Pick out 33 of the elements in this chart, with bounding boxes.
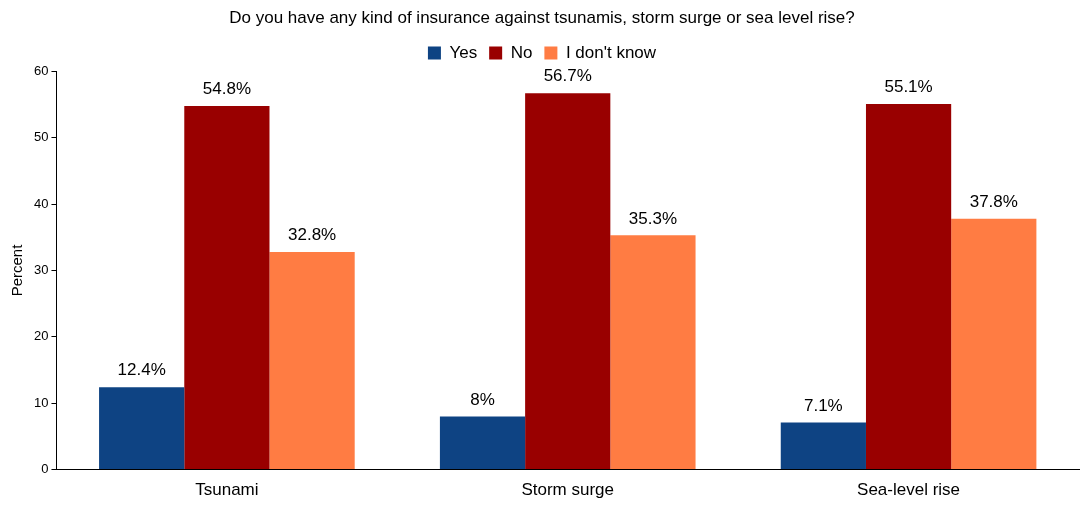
data-label: 7.1%	[803, 395, 843, 415]
data-label: 54.8%	[202, 79, 251, 99]
y-tick-label: 30	[33, 262, 49, 278]
data-label: 8%	[470, 389, 495, 409]
chart-title: Do you have any kind of insurance against tsunamis, storm surge or sea level rise?	[229, 7, 855, 27]
bar	[610, 235, 696, 470]
bar	[780, 422, 866, 470]
data-label: 37.8%	[969, 191, 1018, 211]
bar	[951, 218, 1037, 470]
data-label: 12.4%	[117, 360, 166, 380]
bar	[269, 251, 355, 470]
y-tick-label: 60	[33, 62, 49, 78]
bar	[439, 416, 526, 470]
legend-label: I don't know	[565, 42, 657, 62]
x-tick-label: Tsunami	[195, 480, 259, 500]
bar	[184, 105, 270, 470]
data-label: 35.3%	[628, 208, 678, 228]
y-tick-label: 50	[33, 129, 49, 145]
bar	[99, 387, 185, 470]
legend-label: No	[510, 42, 533, 62]
bar	[525, 93, 611, 470]
y-axis-title: Percent	[8, 243, 26, 297]
bar	[865, 103, 952, 470]
x-tick-label: Sea-level rise	[857, 480, 961, 500]
y-tick-label: 40	[33, 195, 49, 211]
y-tick-label: 0	[41, 461, 49, 477]
y-tick-label: 20	[33, 328, 49, 344]
legend-label: Yes	[449, 42, 478, 62]
x-tick-label: Storm surge	[521, 480, 615, 500]
data-label: 55.1%	[884, 77, 933, 97]
y-tick-label: 10	[33, 394, 49, 410]
data-label: 56.7%	[543, 66, 592, 86]
data-label: 32.8%	[287, 225, 337, 245]
